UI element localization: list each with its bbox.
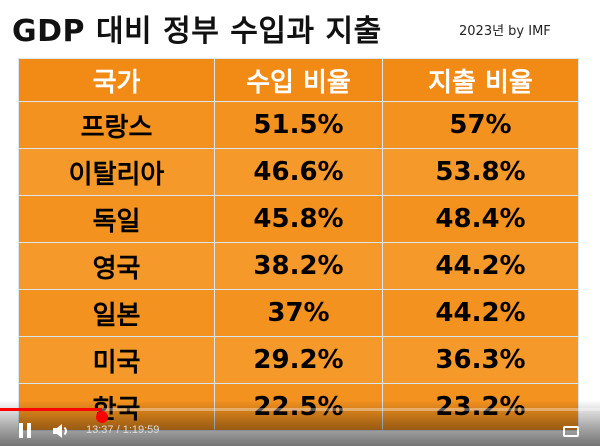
table-row: 영국 38.2% 44.2% [18,242,579,290]
progress-bar[interactable] [0,408,600,423]
scrubber-handle[interactable] [96,411,108,423]
table-header-row: 국가 수입 비율 지출 비율 [18,58,579,102]
cell-revenue: 51.5% [214,101,383,149]
table-row: 프랑스 51.5% 57% [18,101,579,149]
page-title: GDP 대비 정부 수입과 지출 [12,14,382,49]
progress-bar-fill [0,408,102,411]
table-row: 미국 29.2% 36.3% [18,336,579,384]
column-header-revenue: 수입 비율 [214,58,383,102]
column-header-country: 국가 [18,58,215,102]
cell-country: 미국 [18,336,215,384]
cell-country: 이탈리아 [18,148,215,196]
data-table: 국가 수입 비율 지출 비율 프랑스 51.5% 57% 이탈리아 46.6% … [18,58,579,431]
cell-revenue: 38.2% [214,242,383,290]
cell-revenue: 45.8% [214,195,383,243]
cell-country: 일본 [18,289,215,337]
time-display: 13:37 / 1:19:59 [86,424,160,436]
cell-expenditure: 44.2% [382,242,579,290]
cell-expenditure: 44.2% [382,289,579,337]
data-table-container: 국가 수입 비율 지출 비율 프랑스 51.5% 57% 이탈리아 46.6% … [18,58,579,431]
cell-revenue: 29.2% [214,336,383,384]
table-row: 일본 37% 44.2% [18,289,579,337]
cell-country: 독일 [18,195,215,243]
cell-country: 프랑스 [18,101,215,149]
page-subtitle: 2023년 by IMF [459,24,551,39]
video-controls: 13:37 / 1:19:59 [0,400,600,446]
cell-expenditure: 48.4% [382,195,579,243]
volume-icon[interactable] [50,420,72,442]
column-header-expenditure: 지출 비율 [382,58,579,102]
table-row: 독일 45.8% 48.4% [18,195,579,243]
cell-expenditure: 57% [382,101,579,149]
cell-revenue: 46.6% [214,148,383,196]
cell-revenue: 37% [214,289,383,337]
pause-icon[interactable] [14,420,36,442]
cell-country: 영국 [18,242,215,290]
cell-expenditure: 53.8% [382,148,579,196]
captions-icon[interactable] [561,420,583,442]
table-row: 이탈리아 46.6% 53.8% [18,148,579,196]
cell-expenditure: 36.3% [382,336,579,384]
